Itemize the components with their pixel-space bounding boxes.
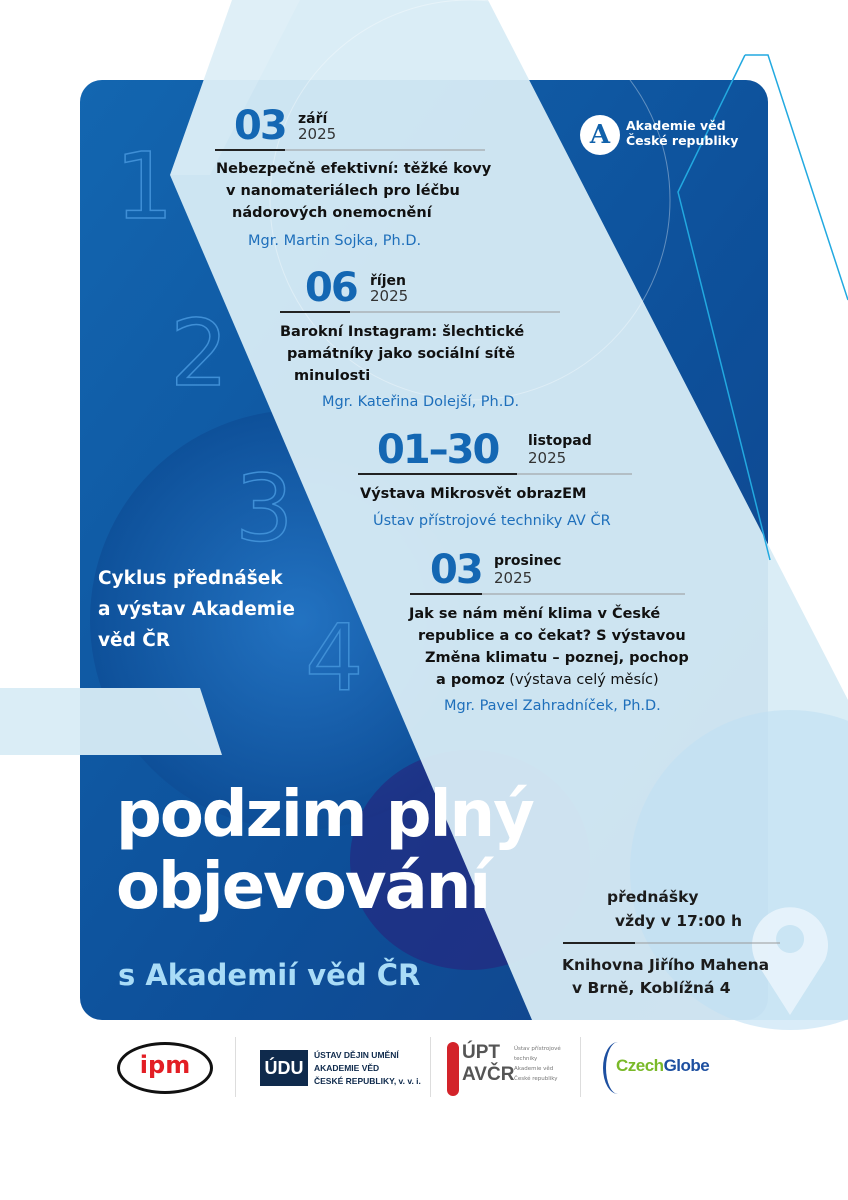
upt-line: techniky xyxy=(514,1056,538,1062)
event-3-day: 01–30 xyxy=(377,427,500,473)
event-1-title-line: v nanomateriálech pro léčbu xyxy=(226,183,460,199)
partner-logo-ipm: ipm xyxy=(117,1042,213,1094)
event-2-title-line: památníky jako sociální sítě xyxy=(287,346,516,362)
upt-mark1: ÚPT xyxy=(462,1042,500,1063)
partner-logo-udu: ÚDU xyxy=(260,1050,308,1086)
upt-line: Akademie věd xyxy=(514,1066,554,1072)
event-4-day: 03 xyxy=(430,547,484,593)
event-1-title-line: Nebezpečně efektivní: těžké kovy xyxy=(216,161,492,177)
headline-line2: objevování xyxy=(116,850,491,924)
outline-number-2: 2 xyxy=(170,300,229,407)
event-4-year: 2025 xyxy=(494,569,533,587)
event-4-title-line: Změna klimatu – poznej, pochop xyxy=(425,650,689,666)
upt-line: Ústav přístrojové xyxy=(514,1046,561,1052)
event-3-title-line: Výstava Mikrosvět obrazEM xyxy=(360,486,587,502)
czechglobe-globe: Globe xyxy=(663,1056,710,1075)
headline-subtitle: s Akademií věd ČR xyxy=(118,958,421,992)
event-2-speaker: Mgr. Kateřina Dolejší, Ph.D. xyxy=(322,394,520,410)
udu-mark: ÚDU xyxy=(264,1058,304,1078)
upt-text: Ústav přístrojové techniky Akademie věd … xyxy=(514,1044,561,1084)
ipm-text: ipm xyxy=(139,1051,191,1079)
divider xyxy=(580,1037,581,1097)
event-4-title-line: a pomoz (výstava celý měsíc) xyxy=(436,671,659,689)
cycle-line: Cyklus přednášek xyxy=(98,568,283,589)
academy-logo-line1: Akademie věd xyxy=(626,118,726,133)
event-2-title-line: minulosti xyxy=(294,368,371,384)
czechglobe-text: CzechGlobe xyxy=(616,1056,710,1076)
event-4-title-line: republice a co čekat? S výstavou xyxy=(418,628,686,644)
event-1-speaker: Mgr. Martin Sojka, Ph.D. xyxy=(248,233,422,249)
divider xyxy=(430,1037,431,1097)
upt-line: České republiky xyxy=(514,1076,558,1082)
event-1-month: září xyxy=(298,111,328,127)
event-3-year: 2025 xyxy=(528,449,567,467)
place-line2: v Brně, Koblížná 4 xyxy=(572,979,731,997)
cycle-line: a výstav Akademie xyxy=(98,599,295,620)
headline-line1: podzim plný xyxy=(116,778,535,852)
czechglobe-czech: Czech xyxy=(616,1056,664,1075)
cycle-line: věd ČR xyxy=(98,630,171,651)
left-light-strip xyxy=(0,688,222,755)
event-3-month: listopad xyxy=(528,433,592,449)
udu-text: ÚSTAV DĚJIN UMĚNÍ AKADEMIE VĚD ČESKÉ REP… xyxy=(314,1049,421,1088)
academy-logo-mark: A xyxy=(580,115,620,155)
upt-mark2: AVČR xyxy=(462,1064,515,1085)
event-4-title-bold: a pomoz xyxy=(436,672,505,688)
outline-number-1: 1 xyxy=(115,133,174,240)
partner-logo-czechglobe xyxy=(603,1042,633,1094)
event-1-title-line: nádorových onemocnění xyxy=(232,205,432,221)
time-line1: přednášky xyxy=(607,888,699,906)
a-outline-line xyxy=(677,54,771,561)
event-4-title-line: Jak se nám mění klima v České xyxy=(409,606,661,622)
event-2-year: 2025 xyxy=(370,287,409,305)
event-2-month: říjen xyxy=(370,273,406,289)
event-4-speaker: Mgr. Pavel Zahradníček, Ph.D. xyxy=(444,698,661,714)
partner-logo-upt xyxy=(447,1042,459,1096)
outline-number-4: 4 xyxy=(305,605,364,712)
udu-line: ÚSTAV DĚJIN UMĚNÍ xyxy=(314,1050,399,1060)
event-4-title-note: (výstava celý měsíc) xyxy=(504,672,659,688)
event-3-speaker: Ústav přístrojové techniky AV ČR xyxy=(373,513,611,529)
academy-logo-line2: České republiky xyxy=(626,133,739,148)
academy-logo: A xyxy=(580,115,620,155)
time-line2: vždy v 17:00 h xyxy=(615,912,742,930)
place-line1: Knihovna Jiřího Mahena xyxy=(562,956,770,974)
udu-line: ČESKÉ REPUBLIKY, v. v. i. xyxy=(314,1076,421,1086)
event-1-year: 2025 xyxy=(298,125,337,143)
upt-mark: ÚPT AVČR xyxy=(462,1042,514,1086)
event-2-title-line: Barokní Instagram: šlechtické xyxy=(280,324,525,340)
udu-line: AKADEMIE VĚD xyxy=(314,1063,380,1073)
outline-number-3: 3 xyxy=(235,455,294,562)
event-2-day: 06 xyxy=(305,265,359,311)
map-pin-icon xyxy=(752,907,828,1015)
event-4-month: prosinec xyxy=(494,553,562,569)
divider xyxy=(235,1037,236,1097)
event-1-day: 03 xyxy=(234,103,288,149)
